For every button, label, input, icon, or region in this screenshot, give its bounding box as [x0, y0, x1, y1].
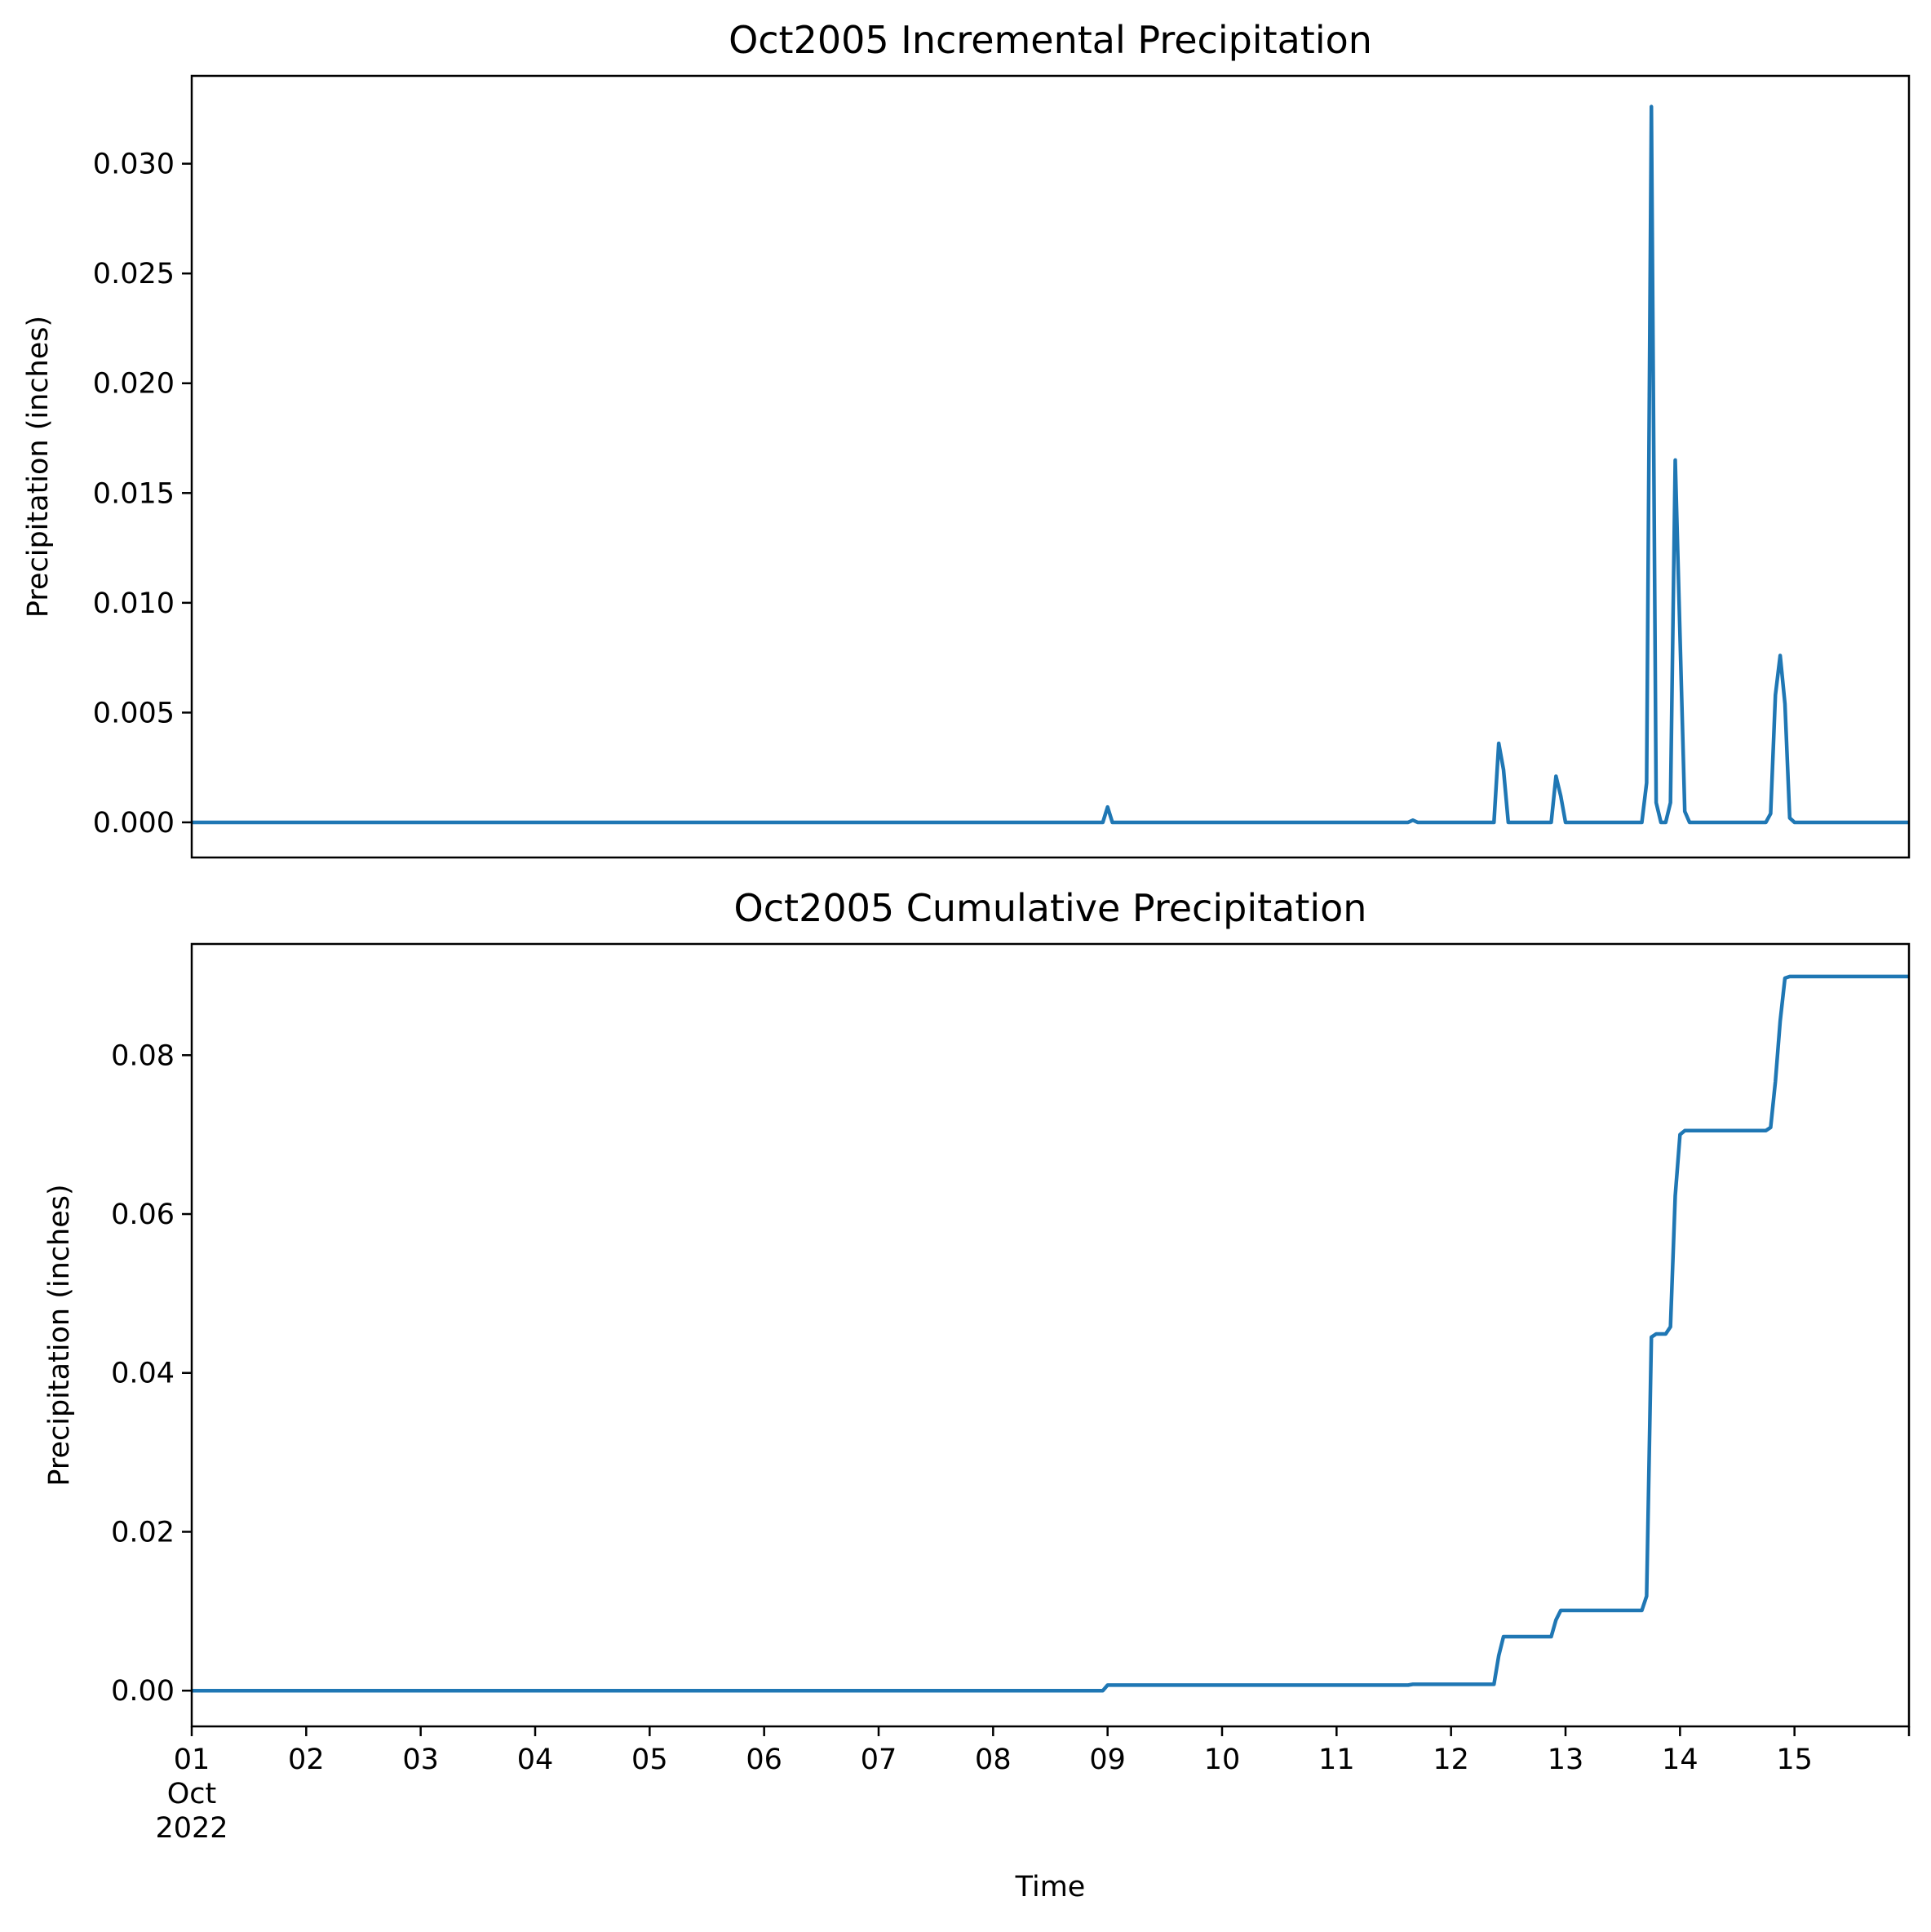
- x-tick-label: 01: [174, 1744, 210, 1776]
- x-tick-label: 13: [1548, 1744, 1584, 1776]
- x-tick-label: 04: [517, 1744, 554, 1776]
- panel-1: 0.000 0.005 0.010 0.015 0.020 0.025 0.030 Oct20…: [22, 18, 1911, 859]
- x-tick-label: Oct: [167, 1778, 217, 1810]
- y-tick-label: 0.015: [93, 477, 175, 510]
- x-tick-label: 07: [861, 1744, 897, 1776]
- x-tick-label: 05: [631, 1744, 668, 1776]
- x-tick-label: 08: [975, 1744, 1012, 1776]
- series-line-1: [192, 104, 1909, 825]
- x-axis-label: Time: [1015, 1871, 1086, 1903]
- y-tick-label: 0.04: [111, 1358, 175, 1390]
- y-tick-label: 0.06: [111, 1199, 175, 1231]
- y-tick-label: 0.010: [93, 587, 175, 620]
- y-tick-label: 0.025: [93, 258, 175, 290]
- x-tick-label: 2022: [155, 1812, 228, 1845]
- y-axis-label: Precipitation (inches): [43, 1184, 76, 1486]
- axes-frame: [190, 942, 1911, 1728]
- y-tick-label: 0.08: [111, 1039, 175, 1072]
- x-tick-label: 02: [288, 1744, 325, 1776]
- y-tick-label: 0.00: [111, 1675, 175, 1708]
- y-tick-label: 0.02: [111, 1516, 175, 1549]
- x-tick-label: 09: [1089, 1744, 1126, 1776]
- x-tick-label: 06: [746, 1744, 782, 1776]
- y-tick-label: 0.000: [93, 807, 175, 840]
- x-tick-label: 03: [402, 1744, 439, 1776]
- series-line-1: [192, 974, 1909, 1693]
- x-tick-label: 11: [1318, 1744, 1355, 1776]
- y-tick-label: 0.005: [93, 697, 175, 729]
- x-tick-label: 14: [1662, 1744, 1698, 1776]
- axes-frame: [190, 74, 1911, 859]
- y-axis-label: Precipitation (inches): [22, 316, 55, 618]
- chart-title: Oct2005 Cumulative Precipitation: [734, 886, 1367, 930]
- y-tick-label: 0.020: [93, 368, 175, 401]
- y-tick-label: 0.030: [93, 148, 175, 181]
- x-tick-label: 10: [1204, 1744, 1241, 1776]
- chart-title: Oct2005 Incremental Precipitation: [729, 18, 1372, 62]
- x-tick-label: 12: [1433, 1744, 1469, 1776]
- x-tick-label: 15: [1776, 1744, 1813, 1776]
